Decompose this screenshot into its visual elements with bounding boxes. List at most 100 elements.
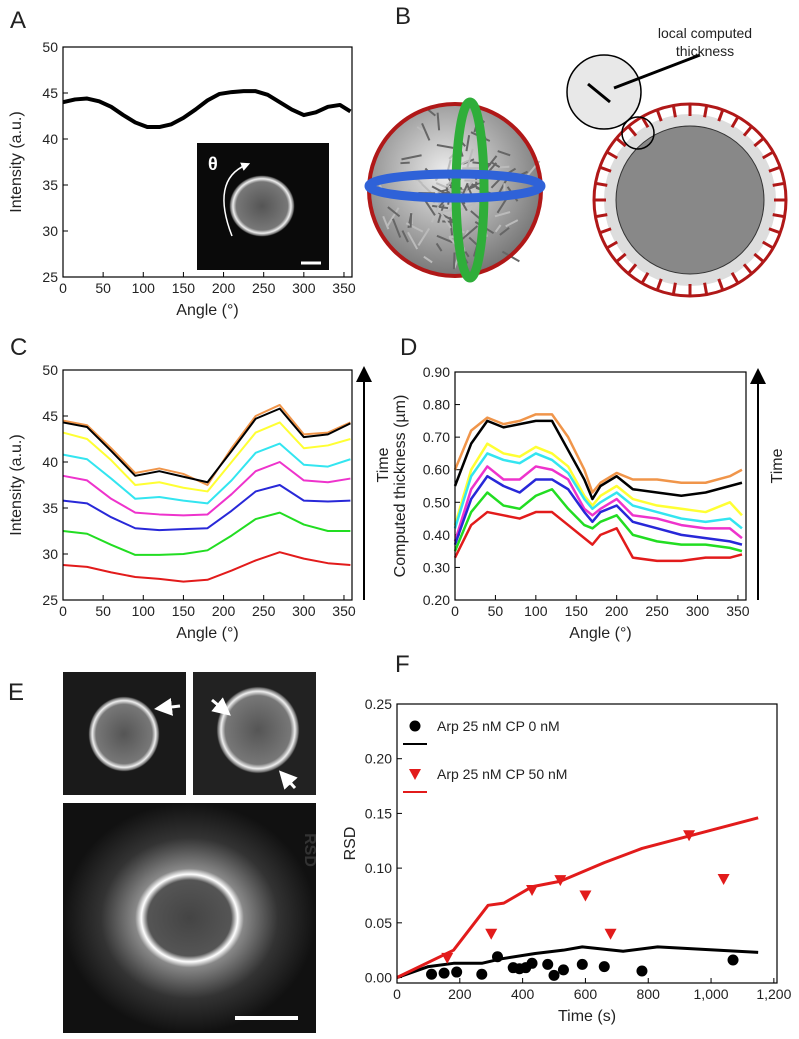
x-axis-label: Angle (°) — [176, 625, 238, 642]
fiber — [494, 211, 511, 218]
fiber — [417, 227, 430, 246]
legend-label: Arp 25 nM CP 50 nM — [437, 766, 567, 782]
y-axis-label: Intensity (a.u.) — [8, 434, 25, 535]
x-tick-label: 1,200 — [756, 986, 791, 1002]
fiber — [401, 230, 409, 243]
fiber — [405, 222, 424, 233]
y-tick-label: 50 — [42, 362, 58, 378]
legend-marker — [409, 769, 421, 780]
panel-letter: D — [400, 334, 417, 361]
x-tick-label: 0 — [451, 603, 459, 619]
point — [548, 969, 560, 981]
y-axis-label: Intensity (a.u.) — [8, 111, 25, 212]
point — [576, 958, 588, 970]
data-line — [453, 442, 743, 526]
radial-tick — [595, 213, 608, 219]
fiber — [382, 215, 390, 230]
radial-tick — [761, 150, 774, 160]
fiber — [460, 225, 479, 241]
radial-tick — [768, 165, 781, 173]
fiber — [466, 148, 474, 168]
radial-tick — [627, 125, 638, 137]
x-tick-label: 250 — [252, 603, 276, 619]
image-e: E RSD — [8, 672, 318, 1033]
x-tick-label: 200 — [605, 603, 629, 619]
fiber — [421, 122, 431, 141]
y-tick-label: 0.40 — [423, 527, 450, 543]
x-tick-label: 50 — [488, 603, 504, 619]
radial-tick — [703, 105, 709, 118]
y-axis-label: Computed thickness (µm) — [392, 395, 409, 578]
fiber — [436, 234, 453, 244]
panel-letter: A — [10, 7, 26, 34]
diagram-b: B local computed thickness — [364, 3, 788, 298]
fiber — [392, 218, 402, 238]
plot-frame — [396, 703, 778, 984]
panel-letter: E — [8, 679, 24, 706]
point — [476, 968, 488, 980]
point — [554, 875, 567, 887]
annotation: thickness — [676, 43, 734, 59]
radial-tick — [730, 271, 740, 284]
fiber — [494, 224, 502, 233]
data-line — [453, 465, 743, 542]
radial-tick — [742, 263, 753, 275]
fiber — [400, 161, 410, 165]
plot-frame — [62, 369, 353, 601]
radial-tick — [671, 282, 677, 295]
y-tick-label: 25 — [42, 592, 58, 608]
x-axis-label: Angle (°) — [569, 625, 631, 642]
y-tick-label: 35 — [42, 177, 58, 193]
point — [604, 928, 617, 940]
y-axis-label: RSD — [342, 827, 359, 861]
point — [579, 890, 592, 902]
radial-tick — [615, 252, 627, 263]
y-tick-label: 0.30 — [423, 559, 450, 575]
data-line — [62, 421, 351, 493]
point — [727, 954, 739, 966]
x-tick-label: 200 — [212, 280, 236, 296]
radial-tick — [730, 116, 740, 129]
radial-tick — [742, 125, 753, 137]
data-line — [62, 89, 352, 130]
y-tick-label: 0.80 — [423, 397, 450, 413]
y-tick-label: 0.20 — [365, 751, 392, 767]
x-tick-label: 0 — [59, 603, 67, 619]
fiber — [492, 165, 510, 169]
data-line — [453, 474, 743, 546]
fiber — [497, 150, 511, 157]
y-tick-label: 50 — [42, 39, 58, 55]
y-tick-label: 0.10 — [365, 860, 392, 876]
inset-image: θ — [197, 143, 329, 270]
radial-tick — [599, 227, 612, 235]
data-line — [62, 403, 351, 486]
data-line — [453, 452, 743, 530]
radial-tick — [606, 150, 619, 160]
y-tick-label: 45 — [42, 85, 58, 101]
fiber — [449, 217, 454, 236]
fiber — [438, 209, 452, 229]
legend-marker — [409, 720, 421, 732]
point — [526, 885, 539, 896]
x-tick-label: 350 — [332, 603, 356, 619]
annotation: Time — [375, 447, 392, 482]
fiber — [465, 135, 471, 152]
x-tick-label: 200 — [212, 603, 236, 619]
x-tick-label: 150 — [172, 603, 196, 619]
data-line — [453, 488, 743, 553]
x-tick-label: 50 — [95, 280, 111, 296]
point — [441, 952, 454, 964]
radial-tick — [615, 137, 627, 148]
x-tick-label: 250 — [645, 603, 669, 619]
x-tick-label: 50 — [95, 603, 111, 619]
radial-tick — [717, 109, 725, 122]
x-axis-label: Time (s) — [558, 1008, 616, 1025]
fiber — [386, 207, 400, 227]
y-tick-label: 0.60 — [423, 462, 450, 478]
radial-tick — [606, 240, 619, 250]
panel-letter: C — [10, 334, 27, 361]
point — [426, 968, 438, 980]
data-line — [62, 461, 351, 517]
x-tick-label: 150 — [565, 603, 589, 619]
y-tick-label: 0.90 — [423, 364, 450, 380]
